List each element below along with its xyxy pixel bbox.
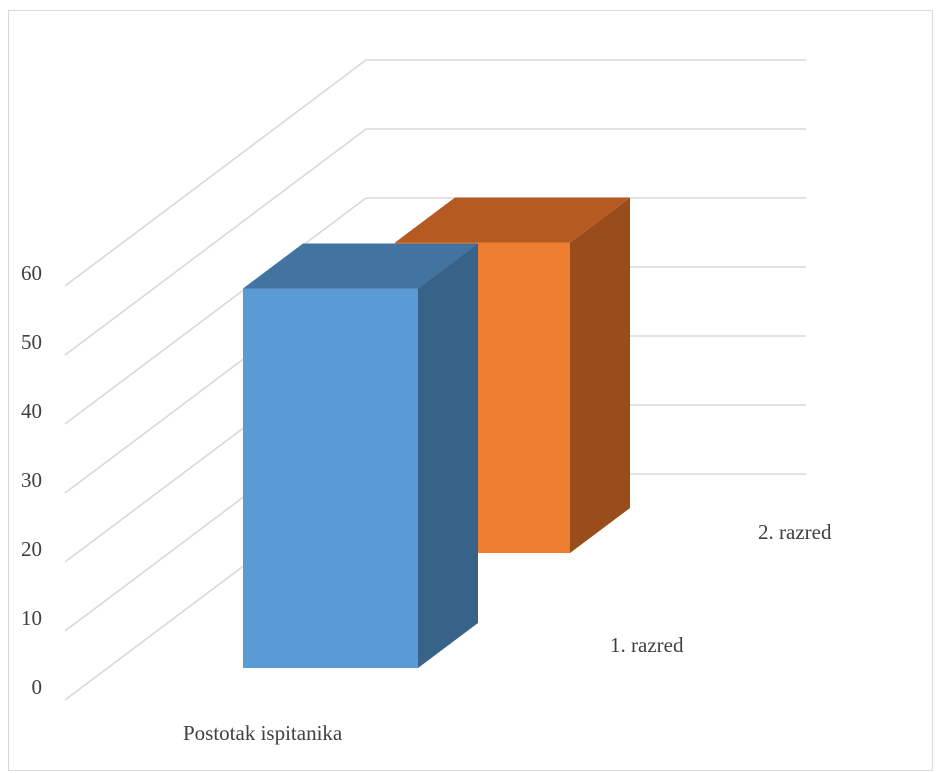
- bar-front-face: [243, 288, 418, 668]
- bar-top-face: [395, 197, 630, 243]
- bar-side-face: [418, 243, 478, 668]
- series-label-2: 2. razred: [758, 520, 832, 544]
- y-tick-label: 10: [21, 606, 42, 630]
- y-tick-label: 40: [21, 399, 42, 423]
- y-tick-label: 0: [32, 675, 43, 699]
- gridline-side: [64, 59, 367, 287]
- series-label-1: 1. razred: [610, 633, 684, 657]
- gridline-side: [64, 128, 367, 356]
- category-label: Postotak ispitanika: [183, 721, 343, 745]
- bar-top-face: [243, 243, 478, 289]
- y-tick-label: 20: [21, 537, 42, 561]
- y-tick-label: 30: [21, 468, 42, 492]
- bar-1: [243, 243, 478, 668]
- y-tick-label: 50: [21, 330, 42, 354]
- bar-side-face: [570, 197, 630, 553]
- y-tick-label: 60: [21, 261, 42, 285]
- gridline-side: [64, 197, 367, 425]
